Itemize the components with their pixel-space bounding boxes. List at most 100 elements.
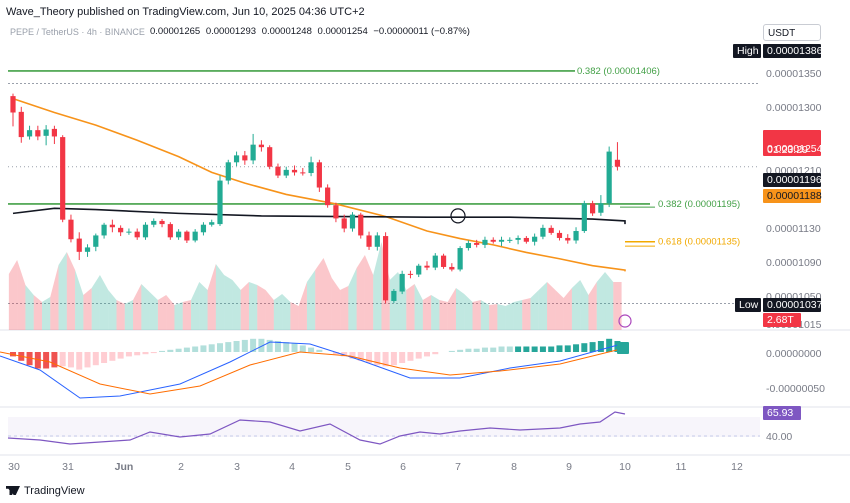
candle-body: [233, 155, 240, 163]
candle-body: [167, 224, 173, 238]
macd-bar: [316, 349, 323, 352]
volume-bar: [364, 255, 374, 330]
macd-bar: [448, 350, 455, 352]
macd-bar: [481, 347, 488, 352]
macd-bar: [175, 348, 182, 352]
volume-bar: [50, 265, 59, 330]
macd-bar: [208, 344, 215, 352]
volume-bar: [472, 300, 481, 330]
current-price-badge: 0.00001254: [767, 143, 823, 155]
macd-bar: [134, 352, 141, 356]
candle-body: [590, 203, 596, 214]
volume-bar: [99, 275, 109, 330]
macd-bar: [597, 341, 604, 352]
macd-bar: [217, 343, 223, 352]
candle-body: [217, 180, 223, 225]
volume-bar: [538, 282, 548, 330]
candle-body: [283, 169, 289, 176]
candle-body: [532, 236, 538, 242]
candle-body: [151, 220, 157, 225]
price-axis: 0.000013500.000013000.000012100.00001130…: [766, 68, 825, 443]
candle-body: [333, 205, 339, 219]
macd-bar: [589, 342, 596, 352]
volume-bar: [356, 255, 365, 330]
candle-body: [275, 166, 281, 176]
time-label: 8: [511, 461, 517, 473]
candle-body: [176, 231, 182, 238]
volume-bar: [133, 284, 142, 330]
volume-bar: [455, 288, 465, 330]
candle-body: [159, 220, 165, 225]
volume-bar: [17, 260, 26, 330]
volume-bar: [513, 300, 523, 330]
candle-body: [383, 236, 389, 301]
candle-body: [76, 238, 82, 252]
candle-body: [101, 224, 107, 236]
volume-bar: [605, 272, 614, 330]
macd-bar: [59, 352, 66, 367]
candle-body: [366, 235, 372, 247]
low-badge-label-bg: [735, 298, 761, 312]
volume-bar: [340, 286, 349, 330]
ohlc-low: 0.00001248: [261, 26, 312, 37]
candle-body: [225, 162, 231, 181]
candles[interactable]: [10, 93, 621, 304]
candle-body: [242, 155, 248, 161]
volume-bar: [439, 300, 448, 330]
macd-bar: [366, 352, 373, 363]
volume-bar: [33, 295, 42, 330]
price-tick-label: 0.00001130: [766, 223, 821, 235]
volume-bar: [66, 252, 76, 330]
macd-bar: [539, 346, 546, 352]
volume-bar: [215, 264, 225, 330]
currency-selector[interactable]: USDT: [763, 24, 821, 41]
candle-body: [565, 237, 571, 241]
volume-bar: [547, 282, 556, 330]
candle-body: [474, 243, 480, 245]
time-label: 3: [234, 461, 240, 473]
candle-body: [507, 239, 513, 241]
candle-body: [424, 265, 430, 268]
low-badge-value: 0.00001037: [767, 299, 823, 311]
candle-body: [416, 265, 422, 275]
macd-bar: [415, 352, 422, 359]
macd-bar: [258, 338, 265, 352]
candle-body: [391, 290, 397, 301]
rsi-value-badge: 65.93: [767, 407, 793, 419]
macd-bar: [299, 345, 306, 352]
rsi-line: [7, 411, 626, 445]
macd-bar: [43, 352, 50, 369]
volume-bar: [298, 282, 307, 330]
time-label: 9: [566, 461, 572, 473]
volume-bar: [315, 258, 324, 330]
candle-body: [109, 224, 115, 228]
candle-body: [581, 203, 587, 232]
macd-bar: [564, 345, 571, 352]
macd-bar: [581, 343, 588, 352]
volume-bar: [613, 282, 622, 330]
macd-bar: [357, 352, 364, 361]
volume-bar: [232, 280, 241, 330]
publisher-line: Wave_Theory published on TradingView.com…: [6, 6, 365, 18]
macd-hist-marker-bg: [617, 342, 629, 354]
volume-bar: [530, 290, 539, 330]
volume-bar: [257, 285, 266, 330]
volume-bar: [83, 288, 92, 330]
symbol-label[interactable]: PEPE / TetherUS · 4h · BINANCE: [10, 27, 145, 37]
macd-bar: [332, 352, 339, 355]
volume-bar: [571, 280, 581, 330]
volume-bar: [323, 258, 332, 330]
price-tick-label: 0.00001090: [766, 257, 822, 269]
rsi-band: [8, 417, 760, 437]
macd-bar: [26, 352, 33, 366]
high-badge-value: 0.00001386: [767, 45, 823, 57]
macd-bar: [67, 352, 74, 368]
macd-bar: [283, 342, 290, 352]
volume-badge: 2.68T: [767, 314, 794, 326]
candle-body: [598, 203, 604, 213]
macd-bar: [125, 352, 132, 357]
candle-body: [184, 231, 190, 241]
volume-bar: [166, 295, 175, 330]
candle-body: [291, 169, 298, 173]
